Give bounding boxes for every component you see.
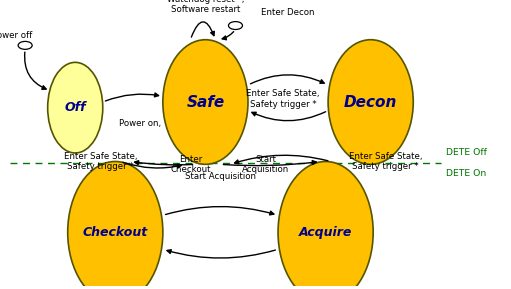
Text: Enter Safe State,
Safety trigger *: Enter Safe State, Safety trigger * [63,152,137,171]
Text: Enter Safe State,
Safety trigger *: Enter Safe State, Safety trigger * [246,90,320,109]
Ellipse shape [278,162,373,289]
Text: DETE On: DETE On [446,168,486,177]
Text: Enter Decon: Enter Decon [261,8,315,17]
Text: Power on,: Power on, [119,119,161,128]
Ellipse shape [328,40,413,164]
Text: Watchdog reset *,
Software restart: Watchdog reset *, Software restart [167,0,244,14]
Ellipse shape [67,162,163,289]
Text: DETE Off: DETE Off [446,148,486,157]
Circle shape [228,22,243,29]
Text: Safe: Safe [187,95,224,110]
Ellipse shape [163,40,248,164]
Text: Off: Off [64,101,86,114]
Text: Power off: Power off [0,31,33,40]
Text: Checkout: Checkout [83,226,148,239]
Text: Start Acquisition: Start Acquisition [185,172,256,181]
Ellipse shape [48,62,103,153]
Text: Start
Acquisition: Start Acquisition [242,155,289,174]
Text: Enter
Checkout: Enter Checkout [170,155,211,174]
Text: Decon: Decon [344,95,398,110]
Text: Enter Safe State,
Safety trigger *: Enter Safe State, Safety trigger * [349,152,423,171]
Circle shape [18,41,32,49]
Text: Acquire: Acquire [299,226,352,239]
